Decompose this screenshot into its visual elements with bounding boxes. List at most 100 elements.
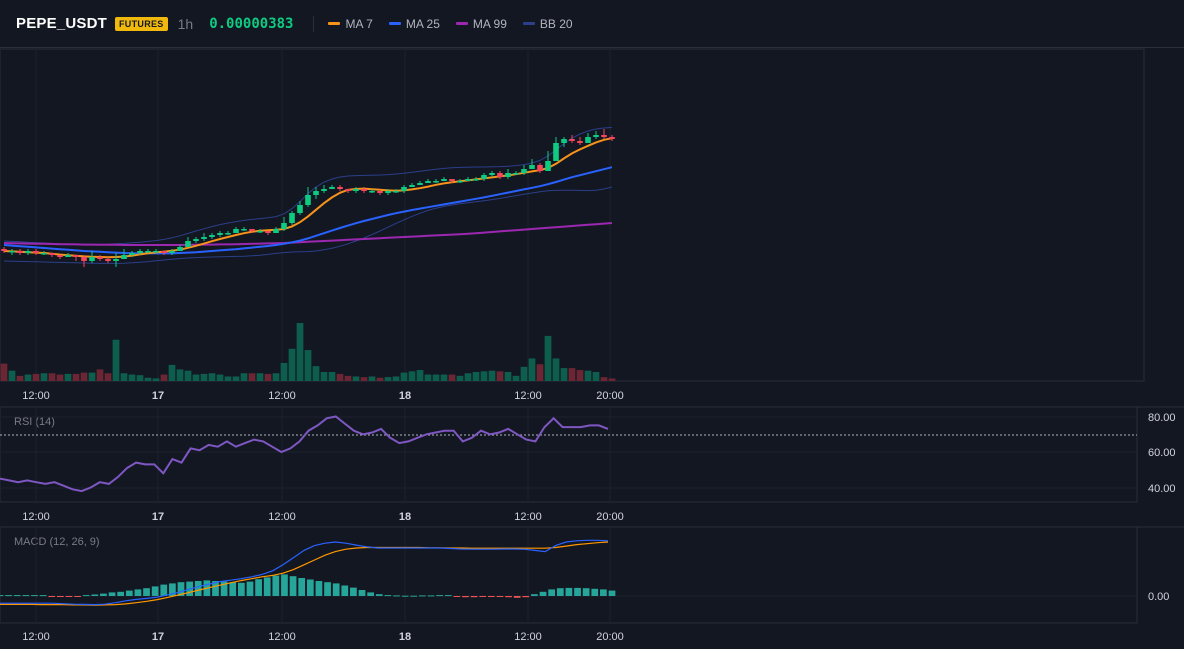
volume-bar	[88, 372, 96, 381]
candle-body	[249, 229, 255, 231]
volume-bar	[152, 378, 160, 381]
macd-hist-bar	[427, 595, 435, 597]
macd-hist-bar	[375, 594, 383, 596]
macd-histogram	[0, 574, 616, 598]
candle-body	[177, 247, 183, 251]
volume-bar	[32, 373, 40, 381]
volume-bar	[504, 371, 512, 381]
volume-bar	[480, 371, 488, 381]
candle-body	[361, 189, 367, 191]
rsi-line	[0, 415, 609, 493]
main-pane-frame	[0, 48, 1145, 382]
volume-bar	[544, 335, 552, 381]
candle	[265, 231, 271, 235]
macd-hist-bar	[453, 596, 461, 597]
candle	[257, 229, 263, 233]
volume-bar	[360, 377, 368, 381]
macd-hist-bar	[419, 595, 426, 597]
main-time-label-5: 20:00	[596, 390, 624, 402]
bb20-swatch	[522, 22, 535, 25]
candle-body	[345, 189, 351, 191]
volume-bar	[336, 373, 344, 381]
legend-ma7[interactable]: MA 7	[328, 17, 373, 31]
candle	[489, 171, 495, 177]
volume-bar	[8, 370, 16, 381]
candle	[377, 191, 383, 195]
candle-body	[105, 259, 111, 261]
candle	[321, 185, 327, 193]
legend-ma25[interactable]: MA 25	[388, 16, 440, 31]
macd-hist-bar	[100, 593, 107, 596]
candle-body	[505, 173, 511, 177]
main-time-label-2: 12:00	[268, 390, 296, 402]
candle	[121, 249, 127, 259]
candle	[513, 171, 519, 175]
volume-bar	[576, 370, 584, 381]
candle	[297, 201, 303, 215]
rsi-label: RSI (14)	[14, 416, 55, 428]
candle	[497, 171, 503, 179]
rsi-path	[0, 415, 609, 493]
volume-bar	[120, 373, 128, 381]
macd-hist-bar	[194, 581, 202, 596]
candle-body	[545, 161, 551, 171]
macd-hist-bar	[444, 595, 452, 597]
macd-hist-bar	[350, 587, 357, 596]
volume-bar	[200, 373, 208, 381]
candle	[553, 137, 559, 161]
ma7-swatch	[328, 22, 341, 25]
candle	[393, 189, 399, 193]
macd-hist-bar	[358, 590, 366, 596]
volume-bar	[48, 373, 56, 381]
candle-body	[481, 175, 487, 179]
candle	[561, 137, 567, 147]
macd-hist-bar	[22, 595, 30, 597]
volume-bar	[472, 371, 480, 381]
candle	[145, 249, 151, 253]
candle	[249, 229, 255, 233]
candle	[57, 255, 63, 259]
symbol-name[interactable]: PEPE_USDT	[16, 15, 107, 32]
legend-ma25-label: MA 25	[405, 16, 440, 31]
volume-bar	[136, 375, 144, 381]
candle-body	[609, 137, 615, 139]
candle-body	[393, 191, 399, 193]
macd-time-label-1: 17	[152, 631, 164, 643]
candle-body	[41, 253, 47, 255]
volume-bar	[312, 366, 320, 381]
macd-hist-bar	[48, 596, 56, 597]
candle-body	[521, 169, 527, 173]
candle-body	[233, 229, 239, 233]
ma99-line	[3, 222, 613, 246]
macd-hist-bar	[315, 581, 323, 596]
candle-body	[153, 251, 159, 253]
candle-body	[353, 189, 359, 191]
macd-hist-bar	[591, 588, 599, 596]
macd-hist-bar	[582, 588, 590, 596]
candle-body	[289, 213, 295, 223]
legend-bb20[interactable]: BB 20	[522, 16, 573, 31]
main-time-label-3: 18	[399, 390, 411, 402]
volume-bar	[512, 375, 520, 381]
macd-hist-bar	[91, 594, 99, 596]
rsi-pane-frame	[0, 406, 1138, 503]
macd-label: MACD (12, 26, 9)	[14, 536, 100, 548]
candle	[473, 177, 479, 181]
candle-body	[257, 231, 263, 233]
macd-hist-bar	[246, 581, 254, 596]
futures-badge: FUTURES	[115, 16, 168, 31]
candle	[337, 185, 343, 191]
interval-selector[interactable]: 1h	[177, 15, 194, 32]
macd-hist-bar	[220, 581, 228, 596]
volume-bar	[40, 373, 48, 381]
candle-body	[321, 189, 327, 191]
rsi-time-label-2: 12:00	[268, 511, 296, 523]
volume-bar	[448, 374, 456, 381]
candle	[233, 227, 239, 233]
legend-bb20-label: BB 20	[539, 16, 573, 31]
bb-lower-line	[3, 186, 613, 264]
ma25-swatch	[388, 22, 401, 25]
macd-time-label-0: 12:00	[22, 631, 50, 643]
legend-ma99[interactable]: MA 99	[455, 17, 507, 31]
